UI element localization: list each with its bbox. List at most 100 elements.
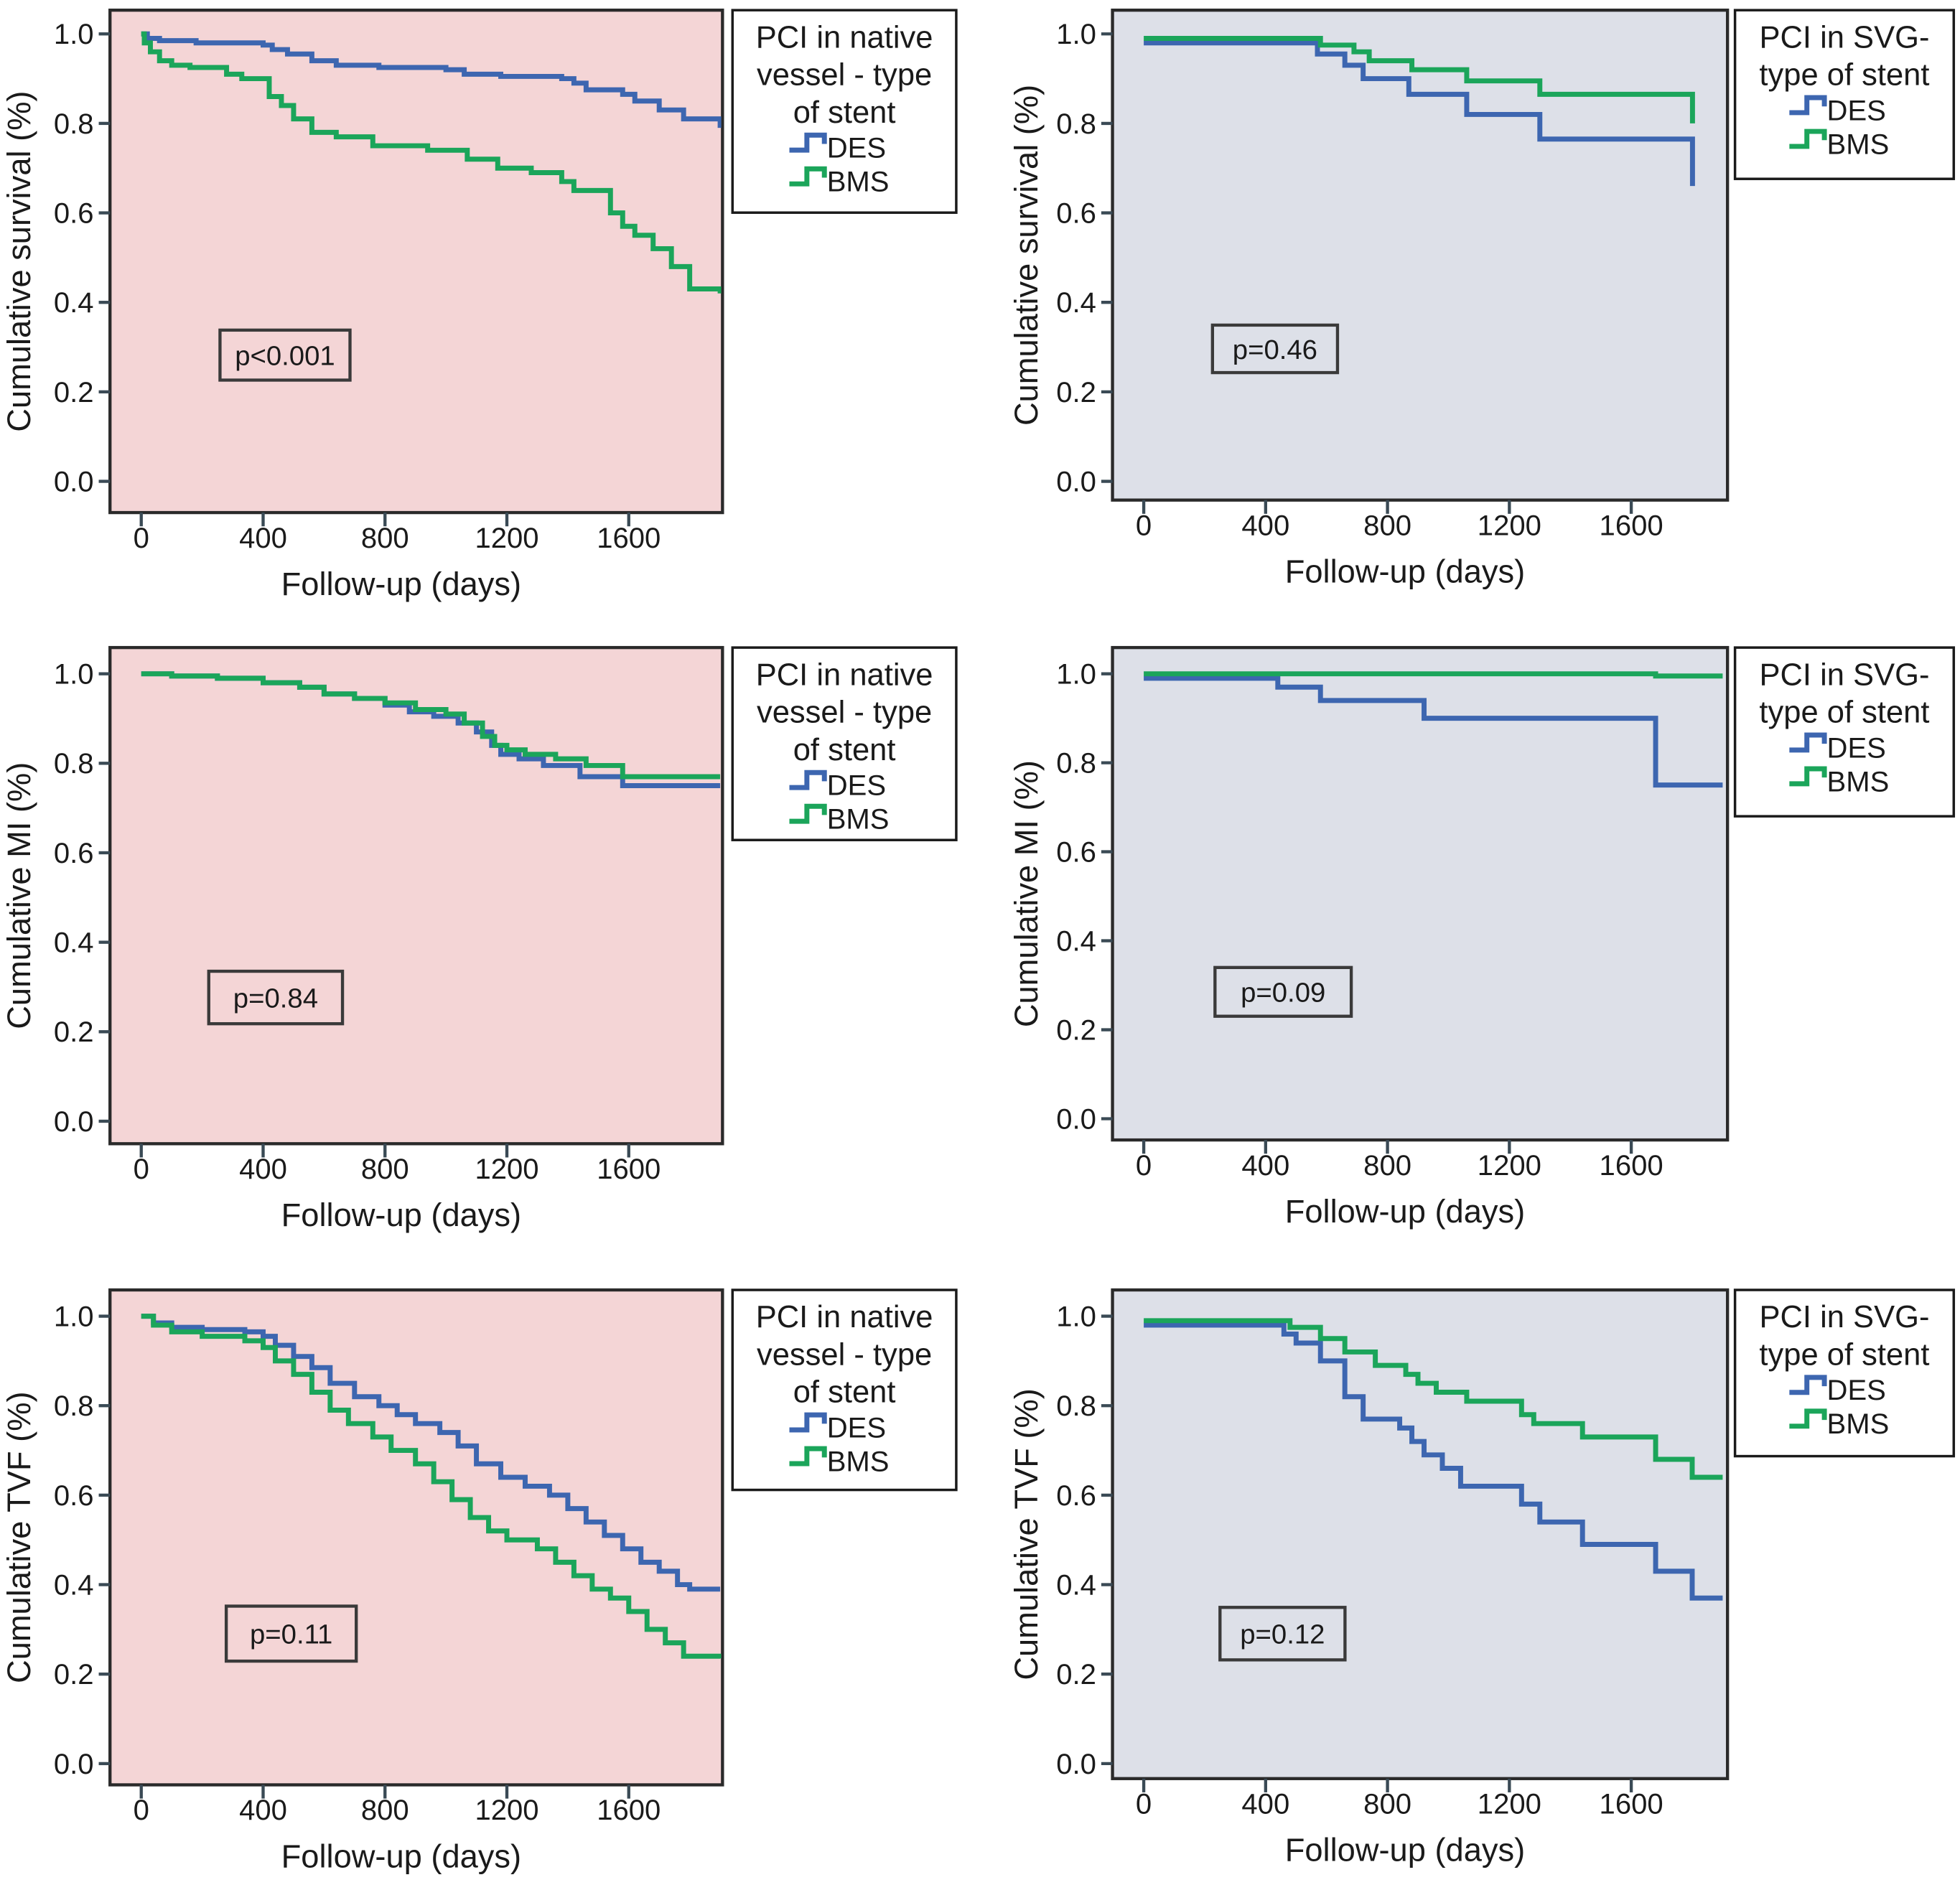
- legend-title: type of stent: [1759, 1337, 1929, 1372]
- legend-box: [1733, 9, 1956, 180]
- legend-entry-bms: BMS: [1827, 128, 1890, 160]
- panel-svg-mi: 0.0 0.2 0.4 0.6 0.8 1.0 0 400 800 1200 1600 Follow-…: [1008, 645, 1956, 1230]
- legend-title: vessel - type: [757, 696, 932, 730]
- x-tick-label: 800: [361, 523, 409, 554]
- legend-swatch-des: [789, 1412, 827, 1433]
- y-tick-label: 1.0: [1056, 19, 1096, 50]
- x-axis-title: Follow-up (days): [281, 1197, 521, 1233]
- x-tick-label: 1600: [597, 523, 661, 554]
- panel-native-tvf: 0.0 0.2 0.4 0.6 0.8 1.0 0 400 800 1200 1600 Follow-…: [1, 1288, 958, 1874]
- legend-title: type of stent: [1759, 58, 1929, 93]
- legend-entry-des: DES: [1827, 95, 1886, 126]
- legend-title: PCI in native: [756, 658, 933, 692]
- legend-box: [1733, 1288, 1956, 1458]
- legend-swatch-bms: [789, 166, 827, 187]
- y-tick-label: 0.6: [54, 1480, 94, 1512]
- y-tick-label: 0.6: [1056, 837, 1096, 869]
- y-tick-label: 0.0: [1056, 1103, 1096, 1135]
- legend-box: [731, 9, 958, 214]
- panel-svg-tvf: 0.0 0.2 0.4 0.6 0.8 1.0 0 400 800 1200 1600 Follow-…: [1008, 1288, 1956, 1868]
- y-tick-label: 0.0: [54, 1106, 94, 1138]
- legend-title: of stent: [793, 1375, 896, 1410]
- x-tick-label: 0: [134, 1795, 149, 1826]
- y-tick-label: 0.0: [1056, 1749, 1096, 1780]
- y-tick-label: 0.2: [1056, 1014, 1096, 1046]
- p-value-box: [1218, 1606, 1347, 1662]
- x-axis-title: Follow-up (days): [281, 1838, 521, 1874]
- plot-area: [1111, 1288, 1730, 1780]
- legend-swatch-bms: [1789, 128, 1827, 149]
- y-tick-label: 0.6: [1056, 197, 1096, 229]
- x-tick-label: 400: [1241, 510, 1289, 541]
- y-tick-label: 0.2: [54, 1659, 94, 1690]
- legend-title: PCI in SVG-: [1759, 658, 1929, 692]
- legend-entry-bms: BMS: [827, 804, 890, 836]
- series-line-bms: [1144, 35, 1695, 123]
- p-value-box: [224, 1604, 358, 1663]
- legend-title: PCI in native: [756, 1300, 933, 1334]
- y-tick-label: 0.6: [1056, 1480, 1096, 1512]
- plot-area: [108, 1288, 724, 1787]
- x-axis-title: Follow-up (days): [281, 566, 521, 602]
- legend-entry-des: DES: [827, 133, 886, 164]
- panel-svg-survival: 0.0 0.2 0.4 0.6 0.8 1.0 0 400 800 1200 1600 Follow-…: [1008, 8, 1956, 590]
- p-value-label: p<0.001: [235, 341, 335, 372]
- series-line-bms: [141, 1314, 722, 1659]
- legend-title: PCI in SVG-: [1759, 20, 1929, 55]
- x-tick-label: 800: [1363, 1150, 1411, 1182]
- x-tick-label: 400: [239, 523, 287, 554]
- panel-native-survival: 0.0 0.2 0.4 0.6 0.8 1.0 0 400 800 1200 1600 Follow-…: [1, 8, 958, 602]
- y-tick-label: 0.2: [54, 377, 94, 408]
- x-tick-label: 1600: [1600, 1789, 1663, 1820]
- y-tick-label: 0.4: [1056, 1569, 1096, 1601]
- p-value-box: [218, 328, 352, 382]
- p-value-box: [207, 969, 345, 1026]
- x-tick-label: 0: [134, 523, 149, 554]
- y-tick-label: 1.0: [54, 1301, 94, 1333]
- legend-entry-bms: BMS: [1827, 1408, 1890, 1440]
- y-axis-title: Cumulative TVF (%): [1008, 1388, 1045, 1680]
- y-tick-label: 0.4: [1056, 925, 1096, 957]
- legend-swatch-des: [789, 770, 827, 790]
- y-tick-label: 0.6: [54, 838, 94, 869]
- x-tick-label: 400: [239, 1154, 287, 1185]
- y-tick-label: 0.4: [54, 927, 94, 959]
- y-tick-label: 0.8: [1056, 748, 1096, 780]
- series-line-bms: [1144, 1318, 1723, 1480]
- legend-title: of stent: [793, 95, 896, 130]
- legend-entry-des: DES: [827, 770, 886, 802]
- p-value-box: [1210, 323, 1340, 375]
- y-tick-label: 0.6: [54, 197, 94, 229]
- x-tick-label: 400: [1241, 1150, 1289, 1182]
- legend-entry-bms: BMS: [827, 1446, 890, 1477]
- legend-entry-bms: BMS: [827, 167, 890, 198]
- legend-swatch-des: [1789, 732, 1827, 753]
- legend-entry-des: DES: [1827, 1375, 1886, 1406]
- p-value-label: p=0.11: [250, 1619, 332, 1650]
- x-tick-label: 800: [361, 1154, 409, 1185]
- x-axis-title: Follow-up (days): [1285, 1193, 1525, 1230]
- y-tick-label: 1.0: [1056, 1301, 1096, 1333]
- y-tick-label: 0.2: [54, 1016, 94, 1048]
- series-line-des: [141, 1314, 721, 1592]
- x-tick-label: 0: [134, 1154, 149, 1185]
- legend-title: vessel - type: [757, 58, 932, 93]
- y-axis-title: Cumulative survival (%): [1008, 85, 1045, 426]
- p-value-box: [1213, 965, 1353, 1018]
- legend-swatch-bms: [789, 803, 827, 824]
- y-tick-label: 0.8: [54, 748, 94, 780]
- x-tick-label: 0: [1136, 1789, 1152, 1820]
- y-tick-label: 0.8: [54, 1390, 94, 1422]
- x-tick-label: 800: [361, 1795, 409, 1826]
- legend-title: PCI in SVG-: [1759, 1300, 1929, 1334]
- legend-title: vessel - type: [757, 1337, 932, 1372]
- p-value-label: p=0.46: [1233, 335, 1317, 365]
- legend-box: [731, 1288, 958, 1492]
- x-tick-label: 1600: [1600, 1150, 1663, 1182]
- x-tick-label: 1200: [475, 1795, 538, 1826]
- x-tick-label: 1200: [1478, 510, 1541, 541]
- plot-area: [1111, 645, 1730, 1142]
- x-tick-label: 800: [1363, 1789, 1411, 1820]
- p-value-label: p=0.12: [1240, 1619, 1325, 1650]
- y-tick-label: 0.8: [1056, 108, 1096, 140]
